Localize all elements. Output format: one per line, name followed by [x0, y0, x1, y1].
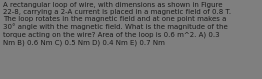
Text: A rectangular loop of wire, with dimensions as shown in Figure
22-8, carrying a : A rectangular loop of wire, with dimensi… — [3, 2, 231, 46]
